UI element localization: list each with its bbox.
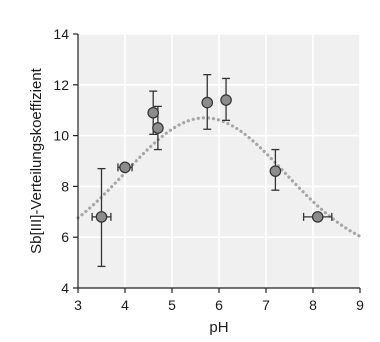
y-tick-labels: 4 6 8 10 12 14: [53, 26, 69, 296]
x-tick-label: 9: [356, 297, 364, 313]
axes: [73, 33, 361, 293]
y-axis-label: Sb[III]-Verteilungskoeffizient: [28, 67, 45, 253]
y-tick-label: 12: [53, 77, 69, 93]
y-tick-label: 8: [61, 178, 69, 194]
x-tick-label: 5: [168, 297, 176, 313]
data-point: [95, 211, 108, 223]
grid-lines: [78, 33, 361, 288]
data-point: [147, 106, 159, 119]
y-tick-label: 4: [61, 280, 69, 296]
x-tick-label: 4: [121, 297, 129, 313]
y-tick-label: 6: [61, 229, 69, 245]
y-tick-label: 10: [53, 128, 69, 144]
y-tick-label: 14: [53, 26, 69, 42]
x-tick-label: 7: [262, 297, 270, 313]
data-point: [119, 161, 131, 174]
x-tick-label: 3: [74, 297, 82, 313]
data-point: [311, 211, 324, 223]
x-axis-label: pH: [209, 319, 228, 336]
data-point: [201, 96, 214, 109]
x-tick-label: 6: [215, 297, 223, 313]
x-tick-labels: 3 4 5 6 7 8 9: [74, 297, 364, 313]
data-point: [269, 165, 282, 177]
data-point: [152, 122, 164, 134]
data-points: [95, 94, 324, 223]
x-tick-label: 8: [309, 297, 317, 313]
data-point: [220, 94, 232, 106]
